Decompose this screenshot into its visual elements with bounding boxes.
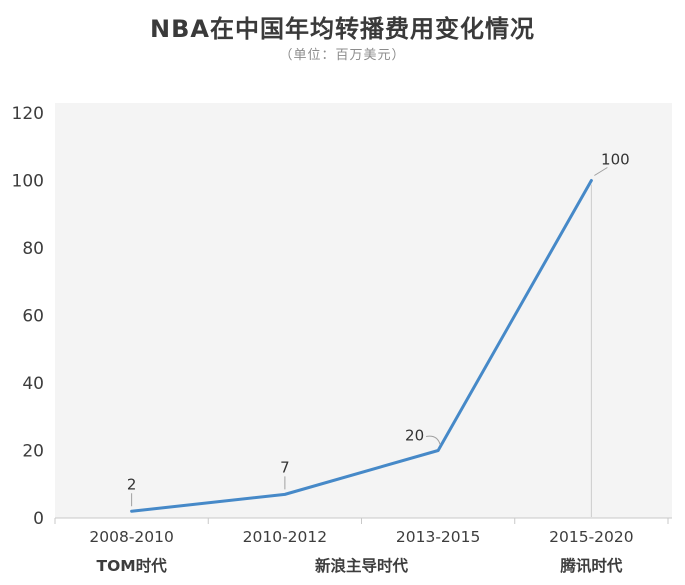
x-axis-label: 2008-2010 bbox=[89, 528, 174, 546]
chart-title: NBA在中国年均转播费用变化情况 bbox=[150, 15, 535, 43]
data-point-label: 7 bbox=[280, 458, 290, 476]
x-axis-label: 2010-2012 bbox=[243, 528, 328, 546]
data-point-label: 20 bbox=[405, 427, 424, 445]
y-axis-label: 60 bbox=[22, 307, 44, 327]
x-axis-label: 2013-2015 bbox=[396, 528, 481, 546]
era-label: TOM时代 bbox=[97, 556, 168, 575]
data-line bbox=[130, 179, 593, 513]
leader-line bbox=[426, 435, 441, 445]
data-point-label: 100 bbox=[601, 151, 630, 169]
data-point-label: 2 bbox=[127, 475, 137, 493]
y-axis-label: 100 bbox=[12, 172, 44, 192]
y-axis-label: 40 bbox=[22, 374, 44, 394]
y-axis-label: 120 bbox=[12, 104, 44, 124]
chart-subtitle: （单位：百万美元） bbox=[279, 48, 406, 63]
line-chart-plot-area: 0 20 40 60 80 100 120 2 7 20 100 2008-2010 2010-2012… bbox=[12, 103, 672, 575]
leader-line bbox=[594, 167, 608, 176]
era-label: 新浪主导时代 bbox=[315, 556, 409, 575]
plot-background bbox=[55, 103, 672, 518]
y-axis-label: 80 bbox=[22, 239, 44, 259]
x-axis-label: 2015-2020 bbox=[549, 528, 634, 546]
y-axis-label: 0 bbox=[33, 509, 44, 529]
era-label: 腾讯时代 bbox=[560, 556, 623, 575]
y-axis-label: 20 bbox=[22, 442, 44, 462]
